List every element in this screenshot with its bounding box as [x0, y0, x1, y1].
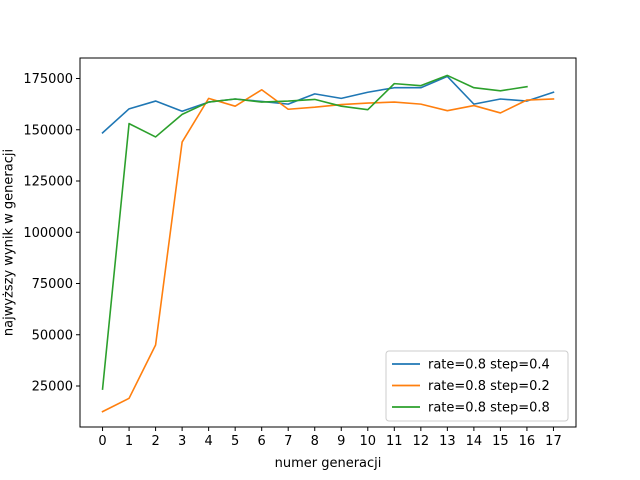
- x-tick-label: 9: [337, 434, 345, 449]
- series-line-1: [101, 75, 555, 134]
- x-tick-label: 13: [439, 434, 456, 449]
- x-tick-label: 11: [386, 434, 403, 449]
- x-tick-label: 1: [125, 434, 133, 449]
- x-tick-label: 16: [519, 434, 536, 449]
- x-tick-label: 14: [466, 434, 483, 449]
- plot-frame: [79, 57, 577, 428]
- x-tick-label: 15: [492, 434, 509, 449]
- y-axis: 25000 50000 75000 100000 125000 150000 175000: [23, 72, 80, 395]
- x-tick-label: 2: [151, 434, 159, 449]
- x-tick-label: 12: [413, 434, 430, 449]
- x-tick-label: 8: [311, 434, 319, 449]
- y-tick-label: 100000: [23, 226, 73, 241]
- x-tick-label: 5: [231, 434, 239, 449]
- series-line-3: [101, 74, 528, 390]
- legend-label: rate=0.8 step=0.8: [428, 401, 550, 416]
- legend-label: rate=0.8 step=0.4: [428, 358, 550, 373]
- legend-label: rate=0.8 step=0.2: [428, 379, 550, 394]
- x-tick-label: 10: [360, 434, 377, 449]
- series-layer: [101, 74, 555, 413]
- y-tick-label: 25000: [32, 380, 73, 395]
- y-tick-label: 175000: [23, 72, 73, 87]
- x-tick-label: 0: [98, 434, 106, 449]
- legend: rate=0.8 step=0.4 rate=0.8 step=0.2 rate=0…: [385, 350, 569, 422]
- x-tick-label: 4: [205, 434, 213, 449]
- x-tick-label: 6: [258, 434, 266, 449]
- y-tick-label: 75000: [32, 277, 73, 292]
- y-tick-label: 125000: [23, 175, 73, 190]
- y-axis-title: najwyższy wynik w generacji: [2, 149, 17, 336]
- x-axis-title: numer generacji: [275, 456, 382, 471]
- x-tick-label: 7: [284, 434, 292, 449]
- legend-box: [385, 350, 569, 422]
- x-tick-label: 17: [545, 434, 562, 449]
- x-axis: 0 1 2 3 4 5 6 7 8 9 10 11 12 13 14 15 16 17: [98, 427, 562, 449]
- y-tick-label: 50000: [32, 328, 73, 343]
- y-tick-label: 150000: [23, 123, 73, 138]
- x-tick-label: 3: [178, 434, 186, 449]
- series-line-2: [101, 88, 555, 413]
